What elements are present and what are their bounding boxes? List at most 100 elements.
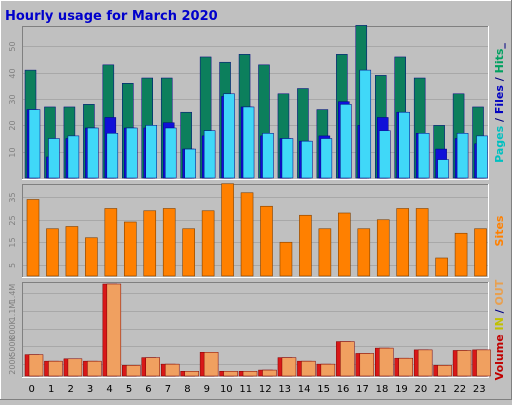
bar-pages-5	[126, 127, 138, 179]
x-tick-label-17: 17	[356, 384, 369, 395]
panel-hits-y-tick-label: 40	[8, 68, 17, 78]
x-tick-label-0: 0	[29, 384, 35, 395]
axis-label-part: _	[493, 43, 506, 49]
bar-sites-16	[338, 212, 351, 277]
x-tick-label-14: 14	[298, 384, 311, 395]
bar-pages-15	[320, 138, 333, 179]
bar-out-4	[106, 283, 122, 377]
panel-sites-y-tick-label: 5	[8, 263, 17, 268]
bar-out-6	[145, 357, 160, 377]
bar-pages-13	[281, 138, 294, 179]
bar-out-14	[301, 360, 316, 377]
axis-label-part: Pages	[493, 125, 506, 163]
x-tick-label-12: 12	[259, 384, 272, 395]
x-tick-label-16: 16	[337, 384, 350, 395]
axis-label-part: Sites	[493, 215, 506, 246]
x-tick-label-5: 5	[126, 384, 132, 395]
bar-out-23	[476, 349, 491, 377]
bar-sites-14	[299, 214, 312, 277]
bar-sites-18	[376, 219, 390, 277]
panel-volume-y-tick-label: 1.1M	[8, 302, 17, 322]
panel-volume-y-tick-label: 500K	[8, 335, 17, 356]
chart-panels: 10 20 30 40 50 Pages / Files / Hits_ 5 15 25 35 Si…	[8, 25, 506, 380]
bar-pages-20	[417, 133, 430, 179]
bar-sites-15	[318, 228, 332, 277]
x-tick-label-9: 9	[204, 384, 210, 395]
panel-sites: 5 15 25 35 Sites	[8, 183, 506, 278]
bar-out-13	[281, 357, 297, 377]
bar-sites-5	[123, 221, 137, 277]
x-tick-label-13: 13	[278, 384, 291, 395]
bar-sites-1	[46, 228, 59, 277]
x-tick-label-15: 15	[317, 384, 330, 395]
axis-label-part: /	[493, 114, 506, 126]
bar-out-19	[398, 357, 413, 377]
bar-out-21	[437, 365, 452, 377]
bar-sites-9	[201, 210, 215, 277]
bar-out-7	[164, 363, 180, 377]
x-tick-label-10: 10	[220, 384, 233, 395]
bar-pages-12	[262, 133, 274, 179]
bar-out-20	[417, 349, 433, 377]
panel-sites-plot-area	[22, 184, 489, 278]
bar-out-17	[359, 353, 375, 377]
panel-hits: 10 20 30 40 50 Pages / Files / Hits_	[8, 25, 506, 180]
bar-pages-21	[437, 159, 449, 179]
x-axis-tick-labels: 0 1 2 3 4 5 6 7 8 9 10 11 12 13 14 15 16 17 18 19 20 21 22 23	[29, 384, 486, 395]
bar-pages-11	[242, 106, 255, 179]
bar-pages-16	[340, 104, 352, 179]
bar-sites-22	[454, 232, 468, 277]
bar-out-22	[456, 350, 472, 377]
axis-label-part: /	[493, 308, 506, 313]
bar-sites-8	[182, 228, 195, 277]
bar-sites-11	[240, 192, 254, 277]
bar-pages-23	[476, 135, 488, 179]
x-tick-label-21: 21	[434, 384, 447, 395]
axis-label-part: Files	[493, 85, 506, 115]
panel-volume-y-tick-label: 1.4M	[8, 284, 17, 304]
bar-out-8	[184, 371, 199, 377]
bar-pages-22	[456, 133, 469, 179]
bar-pages-19	[398, 111, 410, 179]
bar-out-18	[379, 347, 394, 377]
bar-out-10	[223, 371, 238, 377]
panel-sites-y-tick-label: 35	[8, 192, 17, 202]
bar-out-2	[67, 358, 83, 377]
x-tick-label-19: 19	[395, 384, 408, 395]
bar-pages-4	[106, 133, 119, 179]
bar-pages-8	[184, 148, 196, 179]
chart-title: Hourly usage for March 2020	[5, 9, 218, 24]
x-tick-label-1: 1	[48, 384, 54, 395]
bar-sites-12	[260, 205, 273, 277]
bar-out-0	[28, 354, 44, 377]
panel-sites-axis-label: Sites	[493, 215, 506, 246]
x-tick-label-20: 20	[415, 384, 428, 395]
axis-label-part: IN	[493, 313, 506, 334]
bar-sites-0	[26, 199, 40, 277]
x-tick-label-2: 2	[67, 384, 73, 395]
panel-sites-y-tick-label: 25	[8, 215, 17, 225]
bar-sites-13	[279, 241, 293, 277]
bar-out-1	[48, 360, 63, 377]
bar-sites-17	[357, 228, 371, 277]
panel-hits-y-tick-label: 50	[8, 41, 17, 51]
panel-hits-y-tick-label: 20	[8, 120, 17, 130]
axis-label-part: Volume	[493, 334, 506, 380]
bar-pages-3	[87, 127, 99, 179]
bar-sites-23	[474, 228, 487, 277]
bar-pages-18	[379, 130, 391, 179]
bar-out-5	[126, 365, 141, 377]
panel-hits-y-tick-label: 30	[8, 94, 17, 104]
bar-sites-21	[435, 257, 448, 277]
bar-sites-4	[104, 208, 118, 277]
bar-out-12	[262, 369, 277, 377]
axis-label-part: /	[493, 73, 506, 85]
x-tick-label-22: 22	[453, 384, 466, 395]
bar-pages-6	[145, 125, 157, 179]
x-tick-label-8: 8	[184, 384, 190, 395]
axis-label-part: Hits	[493, 48, 506, 73]
bar-pages-17	[359, 69, 372, 179]
x-tick-label-18: 18	[376, 384, 389, 395]
